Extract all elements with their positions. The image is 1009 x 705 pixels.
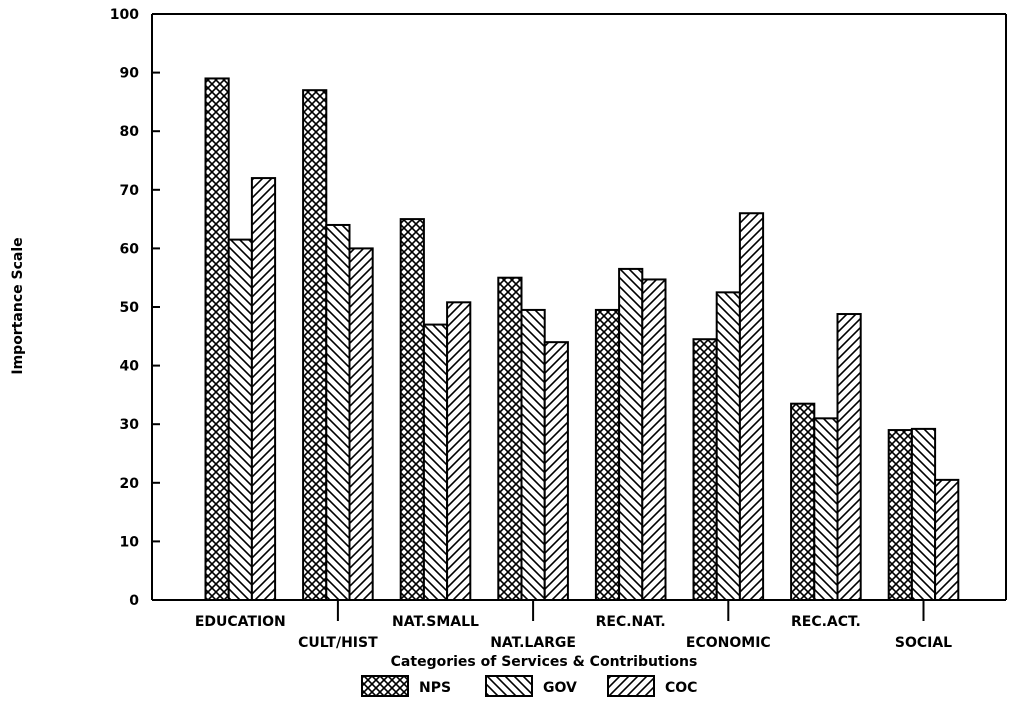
bar-gov: [227, 238, 253, 602]
legend-label-coc: COC: [665, 680, 697, 696]
legend-swatch-nps: [361, 675, 409, 697]
bar-coc: [836, 313, 862, 601]
bar-gov: [325, 223, 351, 602]
x-tick-label: NAT.SMALL: [392, 614, 479, 630]
bars: [204, 77, 960, 602]
y-tick-label: 20: [120, 476, 140, 492]
bar-coc: [348, 247, 374, 601]
y-tick-label: 40: [120, 359, 140, 375]
bar-nps: [302, 89, 328, 602]
bar-nps: [692, 338, 718, 601]
bar-nps: [399, 218, 425, 601]
bar-nps: [790, 402, 816, 601]
x-tick-label: REC.ACT.: [791, 614, 861, 630]
bar-coc: [641, 278, 667, 601]
bar-coc: [250, 177, 277, 602]
legend-label-gov: GOV: [543, 680, 577, 696]
y-tick-label: 0: [129, 593, 139, 609]
y-tick-labels: 0 10 20 30 40 50 60 70 80 90 100: [110, 7, 139, 609]
x-tick-label: EDUCATION: [195, 614, 286, 630]
x-axis-title: Categories of Services & Contributions: [391, 654, 698, 670]
y-tick-label: 30: [120, 417, 140, 433]
axes: [151, 13, 1007, 621]
y-tick-label: 70: [120, 183, 140, 199]
legend-swatch-coc: [607, 675, 655, 697]
bar-nps: [204, 77, 230, 601]
y-tick-label: 90: [120, 66, 140, 82]
y-tick-label: 10: [120, 534, 140, 550]
bar-gov: [520, 308, 546, 601]
legend: NPS GOV COC: [361, 675, 697, 697]
bar-nps: [594, 308, 621, 601]
y-tick-label: 80: [120, 124, 140, 140]
bar-gov: [715, 291, 741, 601]
bar-coc: [934, 478, 960, 601]
bar-gov: [813, 417, 839, 601]
x-tick-label: REC.NAT.: [596, 614, 666, 630]
bar-coc: [446, 301, 472, 601]
legend-label-nps: NPS: [419, 680, 451, 696]
bar-coc: [738, 212, 765, 602]
x-tick-labels: EDUCATION CULT/HIST NAT.SMALL NAT.LARGE REC.…: [195, 614, 952, 651]
x-tick-label: ECONOMIC: [686, 635, 771, 651]
x-tick-label: CULT/HIST: [298, 635, 378, 651]
bar-gov: [910, 427, 937, 601]
bar-coc: [543, 341, 569, 601]
y-tick-label: 60: [120, 241, 140, 257]
legend-swatch-gov: [485, 675, 533, 697]
y-tick-label: 100: [110, 7, 139, 23]
y-axis-title: Importance Scale: [10, 237, 26, 374]
bar-nps: [497, 276, 523, 601]
bar-nps: [887, 429, 913, 601]
bar-gov: [618, 267, 644, 601]
y-tick-label: 50: [120, 300, 140, 316]
x-tick-label: NAT.LARGE: [490, 635, 576, 651]
x-tick-label: SOCIAL: [895, 635, 952, 651]
bar-gov: [422, 323, 449, 601]
